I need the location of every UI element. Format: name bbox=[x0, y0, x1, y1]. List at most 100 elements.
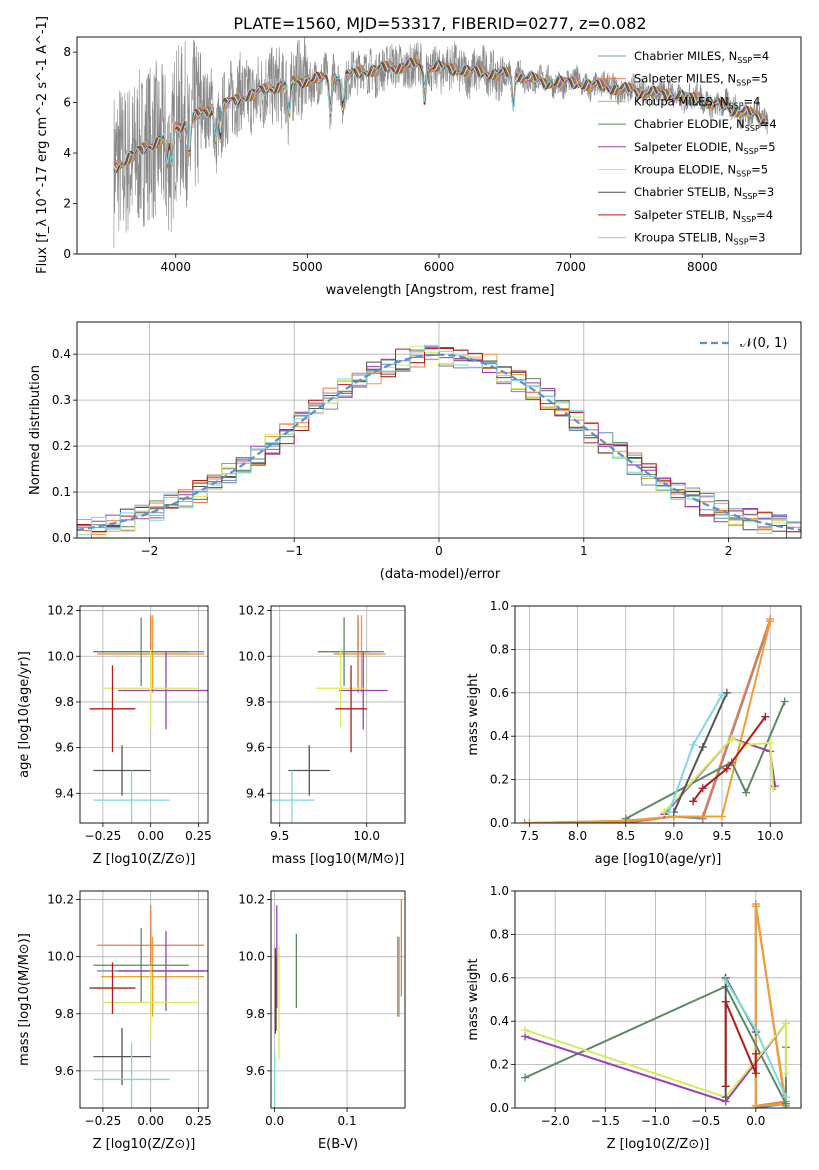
legend-label: Chabrier ELODIE, NSSP=4 bbox=[634, 117, 777, 133]
axes-frame bbox=[76, 36, 802, 255]
spectrum-panel: 4000 5000 6000 7000 8000 0 2 4 6 8 wavelength [Ang… bbox=[35, 16, 802, 298]
mass-weight-line bbox=[692, 716, 767, 802]
x-tick-label: −0.25 bbox=[85, 829, 122, 843]
x-axis-label: age [log10(age/yr)] bbox=[595, 852, 722, 867]
model-spectrum-line bbox=[113, 58, 769, 176]
x-tick-label: 0 bbox=[435, 544, 443, 558]
legend-subscript: SSP bbox=[742, 192, 757, 201]
mass-weight-marker bbox=[751, 1069, 760, 1078]
mass-weight-marker bbox=[718, 690, 727, 699]
mass-weight-marker bbox=[781, 1069, 790, 1078]
y-tick-label: 10.2 bbox=[238, 893, 265, 907]
y-tick-label: 10.2 bbox=[238, 604, 265, 618]
y-axis-label: mass [log10(M/M⊙)] bbox=[17, 933, 32, 1066]
y-tick-label: 1.0 bbox=[490, 599, 509, 613]
legend-label: Salpeter STELIB, NSSP=4 bbox=[634, 208, 773, 224]
mass-weight-line bbox=[668, 694, 723, 813]
mass-vs-extinction-panel: 0.0 0.1 9.6 9.8 10.0 10.2 E(B-V) bbox=[238, 890, 406, 1152]
mass-weight-marker bbox=[520, 819, 529, 823]
plot-area bbox=[271, 615, 388, 823]
legend-subscript: SSP bbox=[744, 147, 759, 156]
y-tick-label: 0.1 bbox=[52, 485, 71, 499]
axes-frame bbox=[79, 605, 209, 824]
legend-model-name: Salpeter MILES, N bbox=[634, 72, 736, 86]
legend-nssp: =4 bbox=[756, 208, 773, 222]
legend-label: Salpeter ELODIE, NSSP=5 bbox=[634, 140, 776, 156]
axes-frame bbox=[79, 890, 209, 1109]
x-tick-label: 0.0 bbox=[265, 1114, 284, 1128]
y-tick-label: 9.8 bbox=[246, 1007, 265, 1021]
y-tick-label: 0.2 bbox=[490, 1058, 509, 1072]
axes-frame bbox=[270, 605, 406, 824]
y-tick-label: 9.8 bbox=[55, 1007, 74, 1021]
x-tick-label: 0.0 bbox=[746, 1114, 765, 1128]
legend-nssp: =4 bbox=[760, 117, 777, 131]
mass-weight-marker bbox=[521, 1025, 530, 1034]
axes-frame bbox=[514, 605, 802, 824]
legend-label: Kroupa STELIB, NSSP=3 bbox=[634, 231, 765, 247]
mass-weight-marker bbox=[766, 617, 775, 626]
y-tick-label: 8 bbox=[63, 45, 71, 59]
y-tick-label: 0.6 bbox=[490, 686, 509, 700]
legend-subscript: SSP bbox=[745, 124, 760, 133]
legend-nssp: =4 bbox=[744, 94, 761, 108]
x-tick-label: −1.0 bbox=[641, 1114, 670, 1128]
mass-weight-marker bbox=[781, 1093, 790, 1102]
legend-model-name: Kroupa ELODIE, N bbox=[634, 163, 736, 177]
y-tick-label: 0.0 bbox=[490, 816, 509, 830]
mass-weight-marker bbox=[722, 764, 731, 773]
y-tick-label: 0.8 bbox=[490, 642, 509, 656]
legend-nssp: =4 bbox=[752, 49, 769, 63]
residual-histogram-kroupa-elodie bbox=[77, 345, 801, 538]
y-tick-label: 10.0 bbox=[47, 950, 74, 964]
legend-subscript: SSP bbox=[729, 101, 744, 110]
legend-model-name: Kroupa MILES, N bbox=[634, 94, 729, 108]
legend-nssp: =5 bbox=[751, 72, 768, 86]
y-tick-label: 0.0 bbox=[490, 1101, 509, 1115]
y-tick-label: 10.0 bbox=[47, 649, 74, 663]
x-tick-label: 0.00 bbox=[137, 829, 164, 843]
legend-model-name: Chabrier MILES, N bbox=[634, 49, 737, 63]
y-tick-label: 1.0 bbox=[490, 884, 509, 898]
mass-weight-marker bbox=[769, 784, 778, 793]
y-tick-label: 0.4 bbox=[490, 729, 509, 743]
legend-model-name: Kroupa STELIB, N bbox=[634, 231, 734, 245]
x-tick-label: 7000 bbox=[555, 260, 586, 274]
mass-weight-marker bbox=[721, 1093, 730, 1102]
y-tick-label: 0.3 bbox=[52, 393, 71, 407]
plot-area bbox=[520, 615, 789, 823]
legend-subscript: SSP bbox=[736, 79, 751, 88]
y-tick-label: 0.8 bbox=[490, 927, 509, 941]
mass-weight-marker bbox=[751, 1025, 760, 1034]
legend-model-name: Salpeter ELODIE, N bbox=[634, 140, 744, 154]
x-tick-label: 8000 bbox=[687, 260, 718, 274]
mass-weight-marker bbox=[751, 1101, 760, 1108]
y-tick-label: 10.2 bbox=[47, 604, 74, 618]
plot-area bbox=[521, 900, 790, 1108]
legend-label: Kroupa MILES, NSSP=4 bbox=[634, 94, 760, 110]
y-axis-label: mass weight bbox=[466, 958, 481, 1040]
mass-weight-marker bbox=[521, 1073, 530, 1082]
axes-frame bbox=[270, 890, 406, 1109]
legend-model-name: Chabrier ELODIE, N bbox=[634, 117, 745, 131]
y-tick-label: 10.2 bbox=[47, 893, 74, 907]
plot-area bbox=[77, 344, 801, 538]
y-tick-label: 4 bbox=[63, 146, 71, 160]
age-vs-mass-panel: 9.5 10.0 9.4 9.6 9.8 10.0 10.2 mass [log10(M/M⊙… bbox=[238, 604, 406, 867]
x-tick-label: 5000 bbox=[292, 260, 323, 274]
y-tick-label: 0.6 bbox=[490, 971, 509, 985]
mass-weight-marker bbox=[698, 784, 707, 793]
x-tick-label: −2.0 bbox=[541, 1114, 570, 1128]
x-axis-label: Z [log10(Z/Z⊙)] bbox=[93, 852, 196, 867]
x-tick-label: 8.5 bbox=[616, 829, 635, 843]
y-tick-label: 9.6 bbox=[246, 741, 265, 755]
y-axis-label: mass weight bbox=[466, 673, 481, 755]
x-tick-label: 0.25 bbox=[185, 1114, 212, 1128]
x-tick-label: 0.1 bbox=[338, 1114, 357, 1128]
x-tick-label: 1 bbox=[580, 544, 588, 558]
mass-weight-marker bbox=[742, 788, 751, 797]
mass-weight-line bbox=[724, 1001, 757, 1087]
axes-frame bbox=[514, 890, 802, 1109]
x-tick-label: 7.5 bbox=[520, 829, 539, 843]
